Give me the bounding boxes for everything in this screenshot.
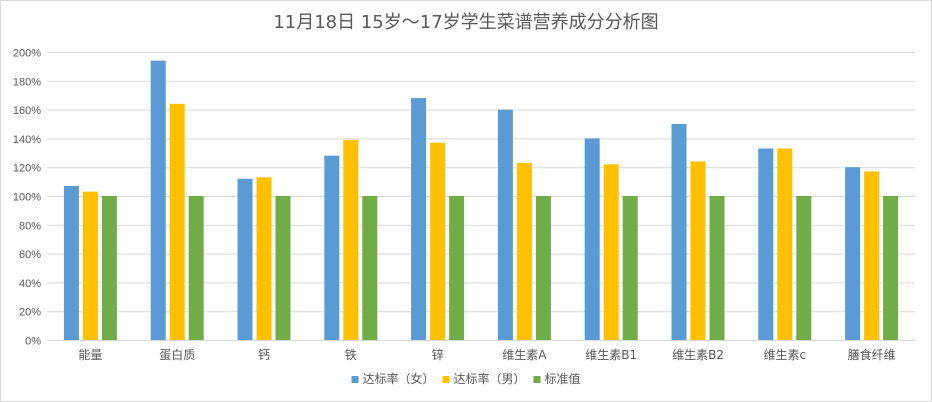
- bars: [63, 60, 899, 340]
- legend-swatch: [351, 376, 359, 383]
- legend-item: 标准值: [533, 371, 581, 386]
- y-axis-ticks: 0% 20% 40% 60% 80% 100% 120% 140% 160% 180% 200%: [13, 48, 41, 348]
- bar-male: [256, 177, 272, 340]
- bar-standard: [796, 196, 812, 340]
- x-category-label: 维生素B2: [672, 348, 724, 362]
- bar-standard: [362, 196, 378, 340]
- bar-female: [845, 167, 861, 340]
- bar-standard: [275, 196, 291, 340]
- bar-standard: [535, 196, 551, 340]
- x-category-label: 膳食纤维: [848, 347, 896, 362]
- legend: 达标率（女） 达标率（男） 标准值: [351, 371, 581, 386]
- x-category-label: 锌: [432, 348, 444, 362]
- bar-standard: [622, 196, 638, 340]
- bar-male: [343, 139, 359, 340]
- bar-male: [516, 162, 532, 340]
- bar-female: [671, 124, 687, 340]
- y-tick-label: 80%: [19, 220, 41, 232]
- bar-standard: [101, 196, 117, 340]
- legend-label: 达标率（女）: [363, 371, 435, 386]
- bar-female: [411, 98, 427, 340]
- x-category-label: 蛋白质: [159, 347, 195, 362]
- y-tick-label: 120%: [13, 163, 41, 175]
- legend-swatch: [533, 376, 541, 383]
- bar-female: [758, 148, 774, 340]
- y-tick-label: 40%: [19, 278, 41, 290]
- x-category-label: 维生素c: [763, 348, 806, 362]
- x-category-label: 维生素B1: [585, 348, 637, 362]
- bar-male: [82, 191, 98, 340]
- bar-female: [584, 138, 600, 340]
- chart-title: 11月18日 15岁～17岁学生菜谱营养成分分析图: [273, 12, 658, 33]
- bar-male: [430, 142, 446, 340]
- bar-male: [690, 161, 706, 340]
- bar-standard: [188, 196, 204, 340]
- x-axis-categories: 能量 蛋白质 钙 铁 锌 维生素A 维生素B1 维生素B2 维生素c 膳食纤维: [78, 347, 895, 362]
- x-category-label: 铁: [345, 348, 357, 362]
- bar-male: [864, 171, 880, 340]
- bar-male: [777, 148, 793, 340]
- bar-male: [169, 103, 185, 340]
- y-tick-label: 200%: [13, 48, 41, 60]
- y-tick-label: 60%: [19, 249, 41, 261]
- bar-female: [497, 109, 513, 340]
- bar-standard: [709, 196, 725, 340]
- bar-standard: [449, 196, 465, 340]
- y-tick-label: 180%: [13, 76, 41, 88]
- bar-male: [603, 164, 619, 340]
- y-tick-label: 0%: [25, 336, 41, 348]
- legend-swatch: [442, 376, 450, 383]
- legend-label: 标准值: [545, 371, 581, 386]
- y-tick-label: 20%: [19, 307, 41, 319]
- bar-female: [63, 185, 79, 340]
- legend-label: 达标率（男）: [454, 371, 526, 386]
- y-tick-label: 140%: [13, 134, 41, 146]
- legend-item: 达标率（男）: [442, 371, 526, 386]
- bar-female: [237, 178, 253, 340]
- legend-item: 达标率（女）: [351, 371, 435, 386]
- bar-female: [150, 60, 166, 340]
- bar-standard: [883, 196, 899, 340]
- bar-female: [324, 155, 340, 340]
- y-tick-label: 160%: [13, 105, 41, 117]
- y-tick-label: 100%: [13, 192, 41, 204]
- x-category-label: 钙: [258, 348, 270, 362]
- x-category-label: 维生素A: [502, 348, 547, 362]
- x-category-label: 能量: [78, 348, 102, 362]
